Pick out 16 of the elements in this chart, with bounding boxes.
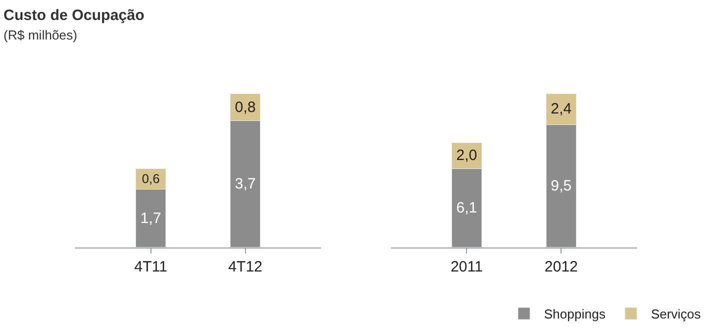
chart-title: Custo de Ocupação [4,7,144,24]
data-label: 3,7 [234,176,256,193]
x-tick-label: 4T12 [228,258,262,276]
legend-label: Shoppings [544,306,606,322]
x-tick-label: 2011 [450,258,483,276]
data-label: 2,0 [456,147,478,164]
x-tick-label: 2012 [544,258,578,276]
data-label: 0,6 [142,170,160,186]
chart-subtitle: (R$ milhões) [4,28,78,43]
data-label: 1,7 [140,210,162,227]
data-label: 2,4 [550,100,572,118]
legend-label: Serviços [650,306,702,322]
data-label: 9,5 [550,178,572,195]
x-tick-label: 4T11 [134,258,168,276]
data-label: 6,1 [456,200,478,217]
data-label: 0,8 [234,98,256,116]
